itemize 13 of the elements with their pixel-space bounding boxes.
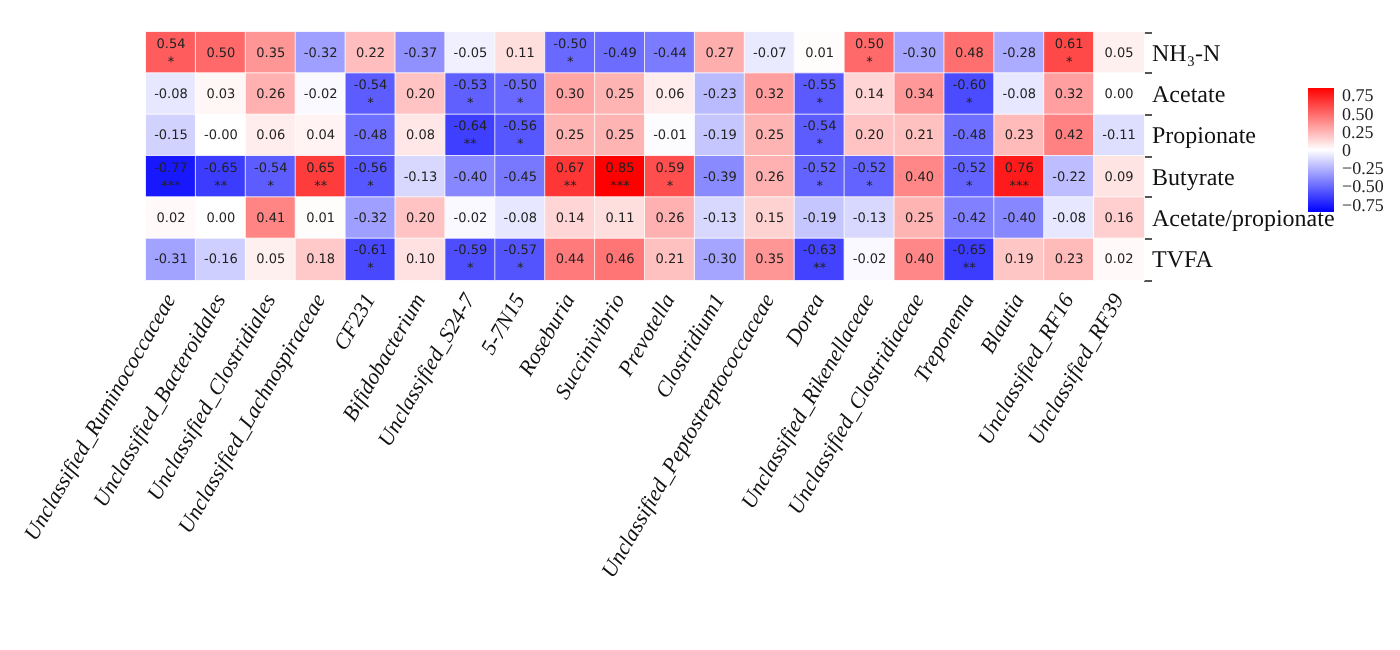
y-tick-label: Butyrate [1152, 162, 1235, 191]
color-bar-label: −0.75 [1342, 194, 1385, 215]
color-bar-label: −0.50 [1342, 176, 1385, 197]
color-bar-label: −0.25 [1342, 158, 1385, 179]
y-tick-label: Acetate [1152, 80, 1226, 108]
y-tick-label: Propionate [1152, 121, 1256, 150]
y-tick-label: NH₃-N [1152, 38, 1222, 67]
color-bar-label: 0.75 [1342, 85, 1375, 106]
color-bar-label: 0 [1342, 140, 1352, 160]
y-tick-label: TVFA [1152, 245, 1214, 274]
color-bar-label: 0.50 [1342, 103, 1375, 124]
color-bar-label: 0.25 [1342, 121, 1375, 142]
y-tick-label: Acetate/propionate [1152, 204, 1335, 232]
